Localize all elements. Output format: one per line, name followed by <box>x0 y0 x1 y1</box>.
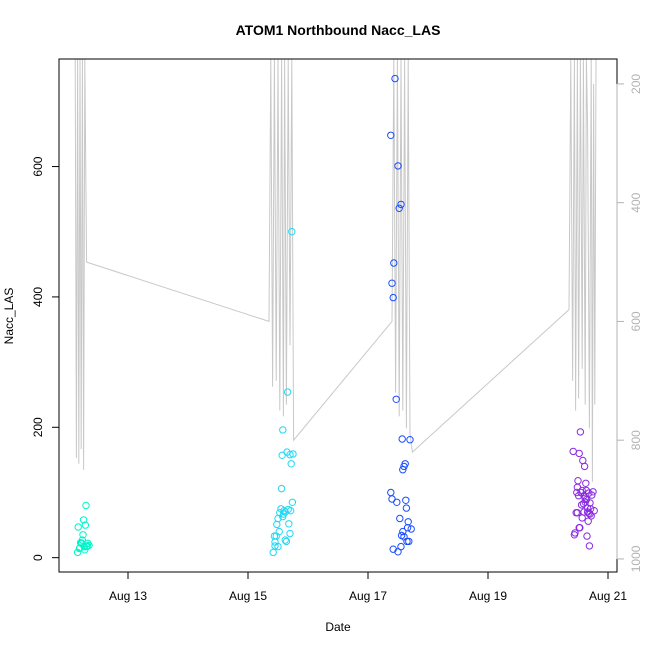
data-point <box>405 537 413 546</box>
data-point <box>81 546 89 554</box>
data-point <box>76 544 84 552</box>
data-point <box>400 533 408 541</box>
x-tick-label: Aug 21 <box>589 589 627 603</box>
y2-tick-label: 800 <box>629 430 643 450</box>
data-point <box>79 516 88 524</box>
data-point <box>289 450 297 458</box>
y2-tick-label: 400 <box>629 192 643 212</box>
x-tick-label: Aug 17 <box>349 589 387 603</box>
x-tick-label: Aug 13 <box>109 589 147 603</box>
data-point <box>580 508 588 516</box>
data-point <box>281 536 289 544</box>
data-point <box>398 435 406 443</box>
x-axis-label: Date <box>325 620 351 634</box>
data-point <box>388 495 396 503</box>
data-point <box>582 486 591 495</box>
data-point <box>269 548 277 557</box>
line-series-layer <box>74 58 597 482</box>
x-tick-label: Aug 19 <box>469 589 507 603</box>
data-point <box>389 293 397 302</box>
right-axis-line-series <box>74 58 597 482</box>
data-point <box>586 499 594 507</box>
data-point <box>399 527 407 536</box>
x-axis: Aug 13 Aug 15 Aug 17 Aug 19 Aug 21 <box>109 571 627 603</box>
data-point <box>271 538 279 546</box>
data-point <box>390 259 398 267</box>
data-point <box>74 523 82 531</box>
data-point <box>575 524 583 532</box>
data-point <box>288 498 297 506</box>
data-point <box>388 279 396 287</box>
data-point <box>404 518 412 526</box>
y-tick-label: 200 <box>31 417 45 437</box>
data-point <box>578 486 586 495</box>
data-point <box>401 460 409 468</box>
data-point <box>387 488 395 497</box>
data-point <box>79 531 87 539</box>
data-point <box>407 525 415 533</box>
data-point <box>81 521 90 529</box>
y-axis-label: Nacc_LAS <box>2 288 16 345</box>
y2-tick-label: 600 <box>629 311 643 331</box>
y-tick-label: 400 <box>31 287 45 307</box>
data-point <box>391 74 399 83</box>
chart-title: ATOM1 Northbound Nacc_LAS <box>236 22 441 38</box>
data-point <box>85 541 93 549</box>
data-point <box>84 539 92 547</box>
y2-tick-label: 1000 <box>629 545 643 572</box>
data-point <box>286 451 294 459</box>
data-point <box>270 532 279 540</box>
data-point <box>571 529 579 537</box>
data-point <box>396 514 404 523</box>
data-point <box>580 462 589 471</box>
y2-tick-label: 200 <box>629 74 643 94</box>
points-layer <box>73 74 598 557</box>
data-point <box>82 501 90 510</box>
data-point <box>397 200 405 209</box>
data-point <box>279 426 287 434</box>
data-point <box>402 504 411 512</box>
data-point <box>284 505 292 514</box>
data-point <box>287 460 295 468</box>
data-point <box>392 395 400 403</box>
data-point <box>588 491 596 499</box>
data-point <box>387 131 395 140</box>
data-point <box>273 520 281 529</box>
data-point <box>279 512 287 521</box>
plot-frame <box>58 58 618 573</box>
data-point <box>402 496 410 504</box>
data-point <box>73 548 82 557</box>
data-point <box>585 509 593 517</box>
data-point <box>288 228 296 236</box>
data-point <box>397 542 405 551</box>
data-point <box>583 532 591 540</box>
data-point <box>277 484 286 493</box>
data-point <box>575 449 583 458</box>
data-point <box>283 388 292 396</box>
data-point <box>395 204 403 213</box>
data-point <box>285 520 293 528</box>
data-point <box>406 436 414 444</box>
data-point <box>576 428 585 436</box>
data-point <box>282 537 291 546</box>
data-point <box>394 162 402 170</box>
data-point <box>582 479 590 487</box>
y-axis-left: 0 200 400 600 <box>31 156 60 561</box>
data-point <box>271 542 279 550</box>
y-tick-label: 600 <box>31 156 45 176</box>
data-point <box>574 477 582 485</box>
data-point <box>78 536 87 544</box>
data-point <box>274 542 282 551</box>
y-axis-right: 200 400 600 800 1000 <box>616 74 643 572</box>
data-point <box>569 447 577 456</box>
data-point <box>581 494 589 502</box>
data-point <box>286 529 294 538</box>
x-tick-label: Aug 15 <box>229 589 267 603</box>
y-tick-label: 0 <box>31 554 45 561</box>
data-point <box>275 527 283 536</box>
data-point <box>585 542 594 550</box>
